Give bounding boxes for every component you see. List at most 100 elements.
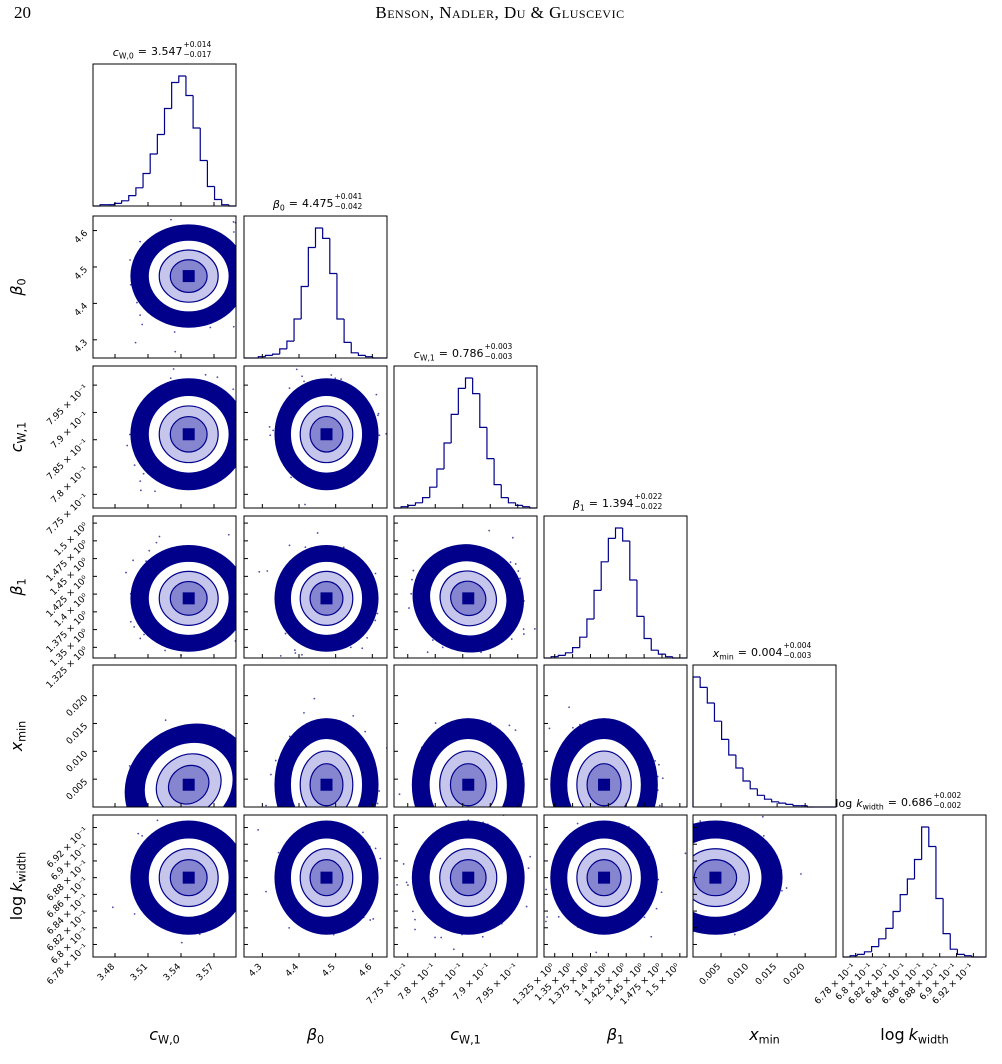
panel <box>243 664 388 819</box>
sample-dot <box>164 719 167 722</box>
label-symbol: x <box>748 1025 759 1044</box>
sample-dot <box>434 825 436 827</box>
histogram-bin <box>913 858 922 879</box>
sample-dot <box>655 907 658 910</box>
sample-dot <box>633 819 635 821</box>
sample-dot <box>245 858 247 860</box>
sample-dot <box>204 373 207 376</box>
sample-dot <box>365 808 367 810</box>
sample-dot <box>688 899 690 901</box>
sample-dot <box>247 753 250 756</box>
histogram-bin <box>156 133 165 154</box>
sample-dot <box>376 612 379 615</box>
density <box>126 368 236 493</box>
label-symbol: β <box>7 585 26 596</box>
histogram-bin <box>436 468 445 488</box>
sample-dot <box>522 628 525 631</box>
sample-dot <box>667 872 669 874</box>
sample-dot <box>141 834 144 837</box>
label-sub: W,1 <box>459 1033 481 1046</box>
sample-dot <box>239 871 241 873</box>
sample-dot <box>411 910 414 913</box>
density <box>548 706 664 824</box>
sample-dot <box>494 823 496 825</box>
sample-dot <box>327 817 329 819</box>
sample-dot <box>733 933 736 936</box>
sample-dot <box>239 595 241 597</box>
title-err-minus: −0.002 <box>934 801 962 810</box>
histogram-bin <box>336 273 345 320</box>
label-symbol: c <box>414 348 420 361</box>
density <box>661 815 802 936</box>
sample-dot <box>304 546 307 549</box>
sample-dot <box>388 457 390 459</box>
density-peak <box>182 871 195 884</box>
title-err-plus: +0.022 <box>635 492 663 501</box>
histogram-bin <box>749 781 758 790</box>
sample-dot <box>514 563 517 565</box>
histogram-bin <box>928 827 936 848</box>
y-tick-label: 0.020 <box>65 693 90 718</box>
panel <box>661 814 837 958</box>
sample-dot <box>412 569 415 572</box>
histogram-bin <box>422 497 430 503</box>
panel-frame <box>92 664 237 808</box>
histogram-bin <box>863 951 872 955</box>
sample-dot <box>681 892 683 894</box>
density <box>545 820 687 954</box>
label-sub: W,1 <box>420 353 435 362</box>
sample-dot <box>674 876 676 878</box>
histogram-bin <box>856 953 865 956</box>
x-tick-label: 0.020 <box>782 962 807 987</box>
sample-dot <box>133 464 136 467</box>
histogram-bin <box>286 340 295 349</box>
panel-frame <box>692 814 837 958</box>
sample-dot <box>374 847 377 850</box>
sample-dot <box>322 816 324 818</box>
sample-dot <box>344 809 346 811</box>
histogram-bin <box>343 319 352 343</box>
histogram-bin <box>636 580 645 617</box>
sample-dot <box>554 820 556 822</box>
sample-dot <box>785 887 788 889</box>
sample-dot <box>301 375 303 378</box>
sample-dot <box>568 706 570 709</box>
density-peak <box>462 592 475 605</box>
sample-dot <box>620 819 622 821</box>
label-sub: width <box>15 852 28 883</box>
sample-dot <box>661 886 663 888</box>
title-err-plus: +0.002 <box>934 791 962 800</box>
sample-dot <box>313 697 316 700</box>
sample-dot <box>315 808 317 810</box>
sample-dot <box>245 766 248 769</box>
parameter-label: β0 <box>306 1025 324 1046</box>
panel-frame <box>92 515 237 659</box>
sample-dot <box>511 536 514 539</box>
sample-dot <box>689 876 691 878</box>
sample-dot <box>374 619 377 622</box>
title-relation: = <box>888 796 897 809</box>
sample-dot <box>578 818 580 820</box>
parameter-label: β1 <box>606 1025 624 1046</box>
sample-dot <box>800 873 802 875</box>
title-median: 3.547 <box>151 45 183 58</box>
sample-dot <box>251 306 253 308</box>
panel-frame <box>842 814 987 958</box>
sample-dot <box>761 815 764 818</box>
label-symbol: β <box>272 198 280 211</box>
label-sub: 0 <box>280 203 285 212</box>
sample-dot <box>125 571 127 574</box>
panel <box>92 365 237 509</box>
sample-dot <box>202 811 205 814</box>
sample-dot <box>251 894 253 896</box>
sample-dot <box>316 532 319 534</box>
sample-dot <box>402 863 405 865</box>
sample-dot <box>311 669 313 671</box>
sample-dot <box>139 240 142 243</box>
sample-dot <box>148 549 151 552</box>
sample-dot <box>173 331 176 333</box>
sample-dot <box>361 647 364 650</box>
sample-dot <box>574 822 576 824</box>
sample-dot <box>133 625 136 628</box>
